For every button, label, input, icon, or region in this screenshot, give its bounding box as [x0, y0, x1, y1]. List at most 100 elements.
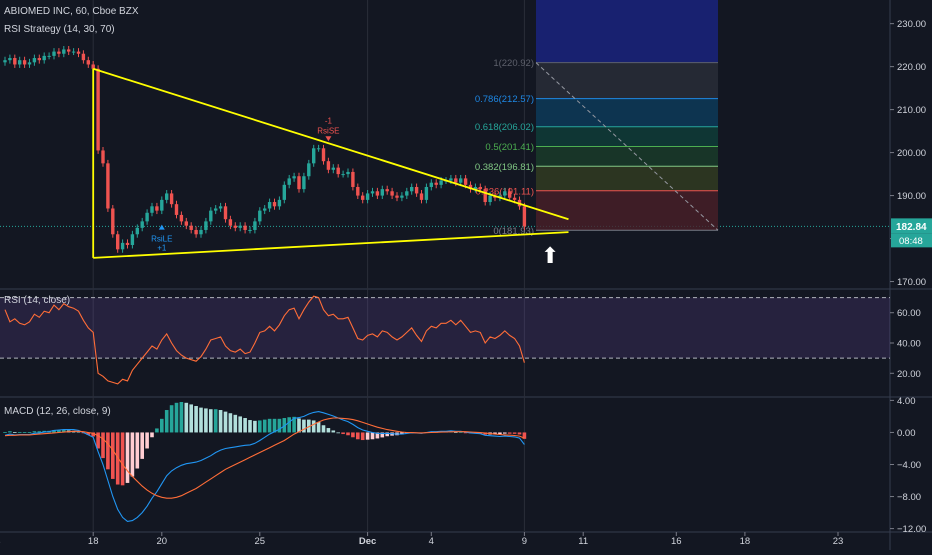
candle-body	[410, 187, 413, 191]
candle-body	[204, 221, 207, 230]
candle-body	[263, 208, 266, 210]
fib-zone	[536, 63, 718, 99]
candle-body	[361, 196, 364, 200]
macd-pane	[3, 402, 526, 521]
macd-histogram-bar	[312, 420, 316, 432]
fib-level-label: 0.786(212.57)	[475, 94, 534, 105]
fib-level-label: 0.5(201.41)	[485, 142, 534, 153]
price-axis-label: 210.00	[897, 105, 926, 116]
macd-histogram-bar	[155, 428, 159, 432]
candle-body	[155, 206, 158, 210]
rsi-band-fill	[0, 298, 890, 359]
time-axis-label: 16	[671, 536, 682, 547]
candle-body	[219, 206, 222, 208]
macd-histogram-bar	[322, 425, 326, 432]
time-axis-label: 18	[740, 536, 751, 547]
candle-body	[283, 185, 286, 200]
macd-histogram-bar	[351, 432, 355, 437]
candle-body	[258, 211, 261, 222]
macd-histogram-bar	[3, 432, 7, 433]
macd-axis-label: −8.00	[897, 492, 921, 503]
fib-zone	[536, 191, 718, 230]
macd-histogram-bar	[121, 432, 125, 485]
macd-histogram-bar	[361, 432, 365, 440]
candle-body	[38, 58, 41, 60]
candle-body	[131, 234, 134, 245]
candle-body	[278, 200, 281, 206]
macd-histogram-bar	[175, 403, 179, 433]
candle-body	[121, 243, 124, 249]
macd-histogram-bar	[165, 410, 169, 432]
candle-body	[170, 193, 173, 204]
candle-body	[165, 193, 168, 199]
time-axis-label: 20	[157, 536, 168, 547]
macd-histogram-bar	[219, 410, 223, 432]
fib-zone	[536, 166, 718, 191]
candle-body	[33, 58, 36, 62]
candle-body	[400, 196, 403, 198]
sell-arrow-icon	[325, 136, 331, 141]
candle-body	[484, 189, 487, 202]
macd-histogram-bar	[336, 432, 340, 433]
rsi-le-label: RsiLE	[151, 235, 172, 244]
macd-histogram-bar	[243, 418, 247, 432]
candle-body	[430, 183, 433, 187]
rsi-legend: RSI (14, close)	[4, 295, 70, 306]
candle-body	[96, 69, 99, 151]
macd-axis-label: 0.00	[897, 428, 916, 439]
macd-histogram-bar	[366, 432, 370, 439]
candle-body	[371, 191, 374, 193]
candle-body	[273, 202, 276, 206]
candle-body	[28, 62, 31, 64]
candle-body	[459, 178, 462, 182]
macd-histogram-bar	[13, 432, 17, 433]
candle-body	[253, 221, 256, 230]
macd-histogram-bar	[253, 421, 257, 433]
candle-body	[332, 168, 335, 170]
macd-histogram-bar	[258, 420, 262, 432]
candlestick-series	[3, 46, 526, 253]
time-axis[interactable]: 13182025Dec4911161823	[0, 532, 843, 547]
macd-histogram-bar	[234, 415, 238, 433]
macd-axis-label: −12.00	[897, 524, 926, 535]
candle-body	[503, 191, 506, 195]
candle-body	[67, 49, 70, 51]
candle-body	[239, 226, 242, 228]
macd-histogram-bar	[332, 430, 336, 432]
macd-histogram-bar	[508, 432, 512, 433]
up-arrow-icon: ⬆	[541, 246, 559, 268]
price-axis-label: 220.00	[897, 62, 926, 73]
candle-body	[214, 208, 217, 210]
rsi-se-qty: -1	[325, 116, 333, 125]
macd-histogram-bar	[199, 408, 203, 433]
candle-body	[508, 191, 511, 197]
price-axis[interactable]: 170.00180.00190.00200.00210.00220.00230.…	[890, 19, 932, 535]
candle-body	[366, 193, 369, 199]
candle-body	[43, 56, 46, 60]
macd-histogram-bar	[145, 432, 149, 448]
candle-body	[62, 49, 65, 53]
macd-histogram-bar	[204, 408, 208, 432]
rsi-se-label: RsiSE	[317, 126, 339, 135]
time-axis-label: 9	[522, 536, 527, 547]
candle-body	[229, 219, 232, 225]
macd-histogram-bar	[126, 432, 130, 482]
candle-body	[302, 176, 305, 189]
candle-body	[337, 168, 340, 174]
candle-body	[312, 148, 315, 163]
candle-body	[376, 191, 379, 195]
candle-body	[136, 228, 139, 234]
candle-body	[449, 178, 452, 180]
macd-histogram-bar	[160, 419, 164, 433]
candle-body	[150, 206, 153, 212]
candle-body	[199, 230, 202, 234]
price-axis-label: 200.00	[897, 148, 926, 159]
candle-body	[13, 58, 16, 64]
macd-histogram-bar	[101, 432, 105, 458]
candle-body	[47, 56, 50, 57]
candle-body	[292, 176, 295, 178]
candle-body	[8, 58, 11, 60]
